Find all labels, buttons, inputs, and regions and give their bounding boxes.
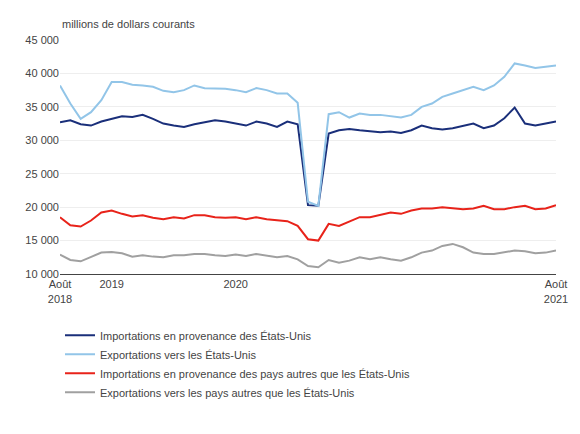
svg-text:40 000: 40 000 <box>25 67 59 79</box>
svg-text:Importations en provenance des: Importations en provenance des pays autr… <box>100 368 410 380</box>
svg-text:Exportations vers les pays aut: Exportations vers les pays autres que le… <box>100 387 355 399</box>
svg-text:Août2018: Août2018 <box>48 278 72 304</box>
svg-text:Importations en provenance des: Importations en provenance des États-Uni… <box>100 330 311 342</box>
svg-text:2020: 2020 <box>223 278 247 290</box>
svg-text:Exportations vers les États-Un: Exportations vers les États-Unis <box>100 349 256 361</box>
svg-text:millions de dollars courants: millions de dollars courants <box>62 18 195 30</box>
svg-text:2019: 2019 <box>99 278 123 290</box>
svg-text:10 000: 10 000 <box>25 268 59 280</box>
svg-text:30 000: 30 000 <box>25 134 59 146</box>
svg-text:20 000: 20 000 <box>25 201 59 213</box>
svg-text:25 000: 25 000 <box>25 168 59 180</box>
svg-text:45 000: 45 000 <box>25 34 59 46</box>
svg-text:35 000: 35 000 <box>25 101 59 113</box>
svg-text:Août2021: Août2021 <box>544 278 568 304</box>
svg-text:15 000: 15 000 <box>25 234 59 246</box>
